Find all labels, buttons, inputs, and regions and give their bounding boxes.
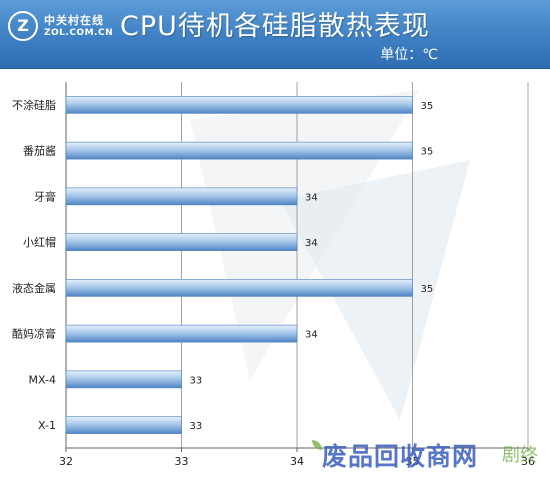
- chart-subtitle: 单位：℃: [380, 47, 438, 63]
- category-label: 液态金属: [12, 281, 56, 295]
- category-label: 牙膏: [34, 189, 56, 203]
- bar: [65, 141, 413, 160]
- bar: [65, 233, 298, 251]
- x-tick-label: 32: [59, 455, 73, 468]
- value-label: 33: [190, 375, 203, 386]
- x-tick-label: 34: [290, 455, 304, 468]
- bar: [65, 324, 298, 343]
- category-label: 小红帽: [23, 236, 56, 249]
- leaf-icon: [312, 440, 322, 450]
- bar: [65, 370, 182, 389]
- category-label: 酷妈凉膏: [12, 327, 56, 341]
- value-label: 35: [421, 101, 434, 112]
- bar: [65, 279, 413, 297]
- logo-site: ZOL.COM.CN: [44, 28, 114, 38]
- category-label: X-1: [38, 419, 56, 432]
- bar: [65, 416, 182, 434]
- value-label: 34: [305, 238, 318, 249]
- watermark-text: 废品回收商网: [321, 442, 478, 471]
- category-label: MX-4: [29, 373, 56, 386]
- watermark-logo-shape: [190, 90, 470, 420]
- category-label: 不涂硅脂: [12, 98, 56, 112]
- bar: [65, 96, 413, 114]
- category-label: 番茄酱: [23, 144, 56, 158]
- chart-title: CPU待机各硅脂散热表现: [120, 11, 430, 42]
- value-label: 34: [305, 192, 318, 203]
- value-label: 33: [190, 421, 203, 432]
- x-tick-label: 33: [175, 455, 189, 468]
- x-tick-label: 36: [521, 455, 535, 468]
- zol-logo-icon: [8, 11, 38, 41]
- value-label: 35: [421, 147, 434, 158]
- value-label: 35: [421, 284, 434, 295]
- chart-header: 中关村在线 ZOL.COM.CN CPU待机各硅脂散热表现 单位：℃: [0, 0, 550, 69]
- value-label: 34: [305, 330, 318, 341]
- watermark-sub: 剧终: [502, 445, 538, 466]
- x-tick-label: 35: [406, 455, 420, 468]
- bar: [65, 187, 298, 206]
- logo-name: 中关村在线: [44, 14, 104, 27]
